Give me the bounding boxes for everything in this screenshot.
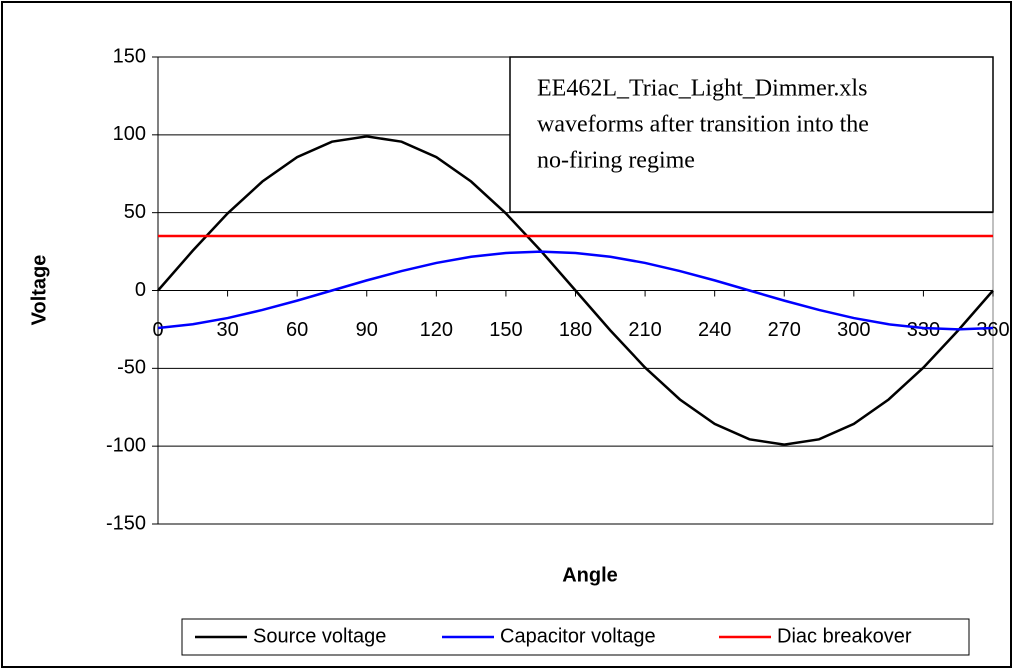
- annotation-text: waveforms after transition into the: [537, 112, 869, 138]
- x-tick-label: 270: [768, 319, 801, 341]
- x-axis-title: Angle: [562, 564, 618, 586]
- x-tick-label: 330: [907, 319, 940, 341]
- series-line: [157, 135, 994, 446]
- x-tick-label: 300: [837, 319, 870, 341]
- x-tick-label: 210: [628, 319, 661, 341]
- series-line: [157, 250, 994, 331]
- y-tick-label: -50: [117, 357, 146, 379]
- y-axis-title: Voltage: [28, 255, 50, 326]
- y-tick-label: -150: [106, 512, 146, 534]
- annotation-box: [509, 56, 994, 213]
- legend-label: Source voltage: [253, 625, 386, 647]
- x-tick-label: 120: [420, 319, 453, 341]
- x-tick-label: 240: [698, 319, 731, 341]
- y-tick-label: 100: [113, 123, 146, 145]
- x-tick-label: 360: [976, 319, 1009, 341]
- x-tick-label: 180: [559, 319, 592, 341]
- y-tick-label: 50: [124, 201, 146, 223]
- annotation-text: no-firing regime: [537, 148, 695, 174]
- annotation-text: EE462L_Triac_Light_Dimmer.xls: [537, 76, 867, 102]
- legend-box: [181, 618, 970, 656]
- x-tick-label: 0: [152, 319, 163, 341]
- y-tick-label: 150: [113, 45, 146, 67]
- y-tick-label: 0: [135, 279, 146, 301]
- x-tick-label: 30: [216, 319, 238, 341]
- legend-label: Capacitor voltage: [500, 625, 656, 647]
- y-tick-label: -100: [106, 434, 146, 456]
- x-tick-label: 60: [286, 319, 308, 341]
- legend-label: Diac breakover: [777, 625, 912, 647]
- x-tick-label: 90: [356, 319, 378, 341]
- x-tick-label: 150: [489, 319, 522, 341]
